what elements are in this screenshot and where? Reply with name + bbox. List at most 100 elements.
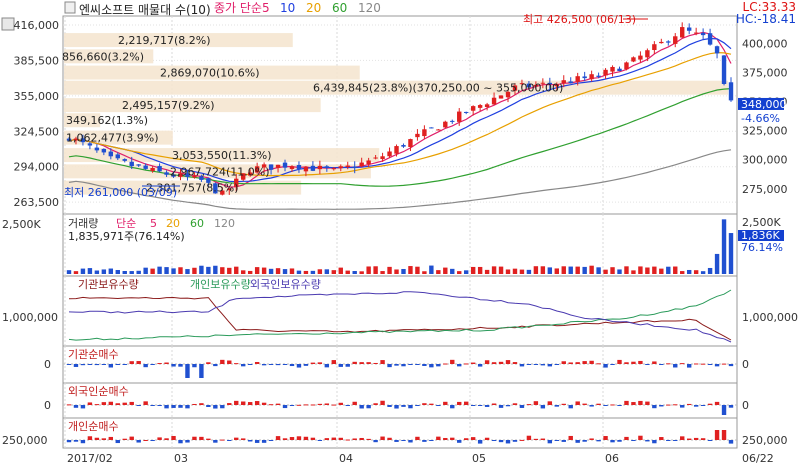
- volume-bar: [429, 265, 434, 274]
- candle-body: [617, 68, 622, 72]
- indiv-net-bar: [234, 437, 239, 440]
- volume-profile-bar: [64, 98, 321, 113]
- inst-net-bar: [73, 364, 79, 367]
- candle-body: [666, 41, 671, 43]
- candle-body: [296, 165, 302, 170]
- foreign-net-bar: [589, 405, 594, 407]
- inst-net-bar: [596, 363, 601, 365]
- volume-bar: [387, 266, 392, 274]
- indiv-net-bar: [310, 437, 316, 440]
- volume-bar: [484, 269, 490, 274]
- moving-average-70: [68, 149, 732, 210]
- indiv-net-bar: [673, 440, 678, 441]
- inst-net-bar: [345, 364, 350, 367]
- volume-current-label: 1,836K: [741, 229, 780, 242]
- holdings-tick-left: 1,000,000: [2, 311, 58, 324]
- candle-body: [700, 32, 706, 36]
- foreign-net-bar: [540, 405, 546, 409]
- volume-bar: [589, 265, 594, 274]
- indiv-net-bar: [338, 437, 343, 440]
- candle-body: [157, 166, 162, 172]
- volume-profile-label: 2,967,724(11.0%): [170, 165, 270, 178]
- volume-profile-label: 2,301,757(8.5%): [146, 182, 239, 195]
- candle-body: [143, 165, 148, 169]
- foreign-net-bar: [638, 400, 643, 405]
- foreign-net-bar: [373, 403, 378, 405]
- foreign-net-bar: [282, 405, 288, 409]
- price-tick-left: 416,000: [14, 19, 60, 32]
- foreign-net-bar: [408, 405, 413, 409]
- moving-average-20: [68, 51, 732, 177]
- volume-bar: [659, 268, 664, 274]
- volume-profile-bar: [64, 33, 293, 48]
- volume-profile-bar: [64, 49, 154, 64]
- volume-bar: [561, 266, 566, 274]
- indiv-net-bar: [568, 435, 573, 440]
- volume-tick-left: 2,500K: [2, 218, 41, 231]
- indiv-net-bar: [721, 430, 727, 440]
- indiv-net-bar: [324, 438, 330, 440]
- inst-net-bar: [519, 364, 525, 367]
- candle-body: [491, 97, 497, 105]
- inst-net-bar: [66, 364, 72, 365]
- settings-box-icon: [1, 17, 15, 31]
- inst-net-bar: [192, 364, 197, 368]
- foreign-net-bar: [206, 405, 211, 407]
- inst-net-bar: [540, 364, 546, 366]
- inst-net-tick-right: 0: [742, 358, 749, 371]
- inst-net-bar: [443, 363, 448, 365]
- candle-body: [582, 76, 587, 79]
- volume-bar: [234, 266, 239, 274]
- price-tick-left: 294,000: [14, 161, 60, 174]
- indiv-net-bar: [261, 440, 267, 443]
- candle-body: [94, 147, 100, 151]
- inst-net-bar: [185, 364, 190, 378]
- foreign-net-bar: [387, 405, 392, 407]
- chart-header: 엔씨소프트 매물대 수(10) LC:33.33 HC:-18.41: [0, 0, 800, 26]
- candle-body: [247, 172, 253, 176]
- candle-body: [108, 151, 114, 157]
- foreign-net-bar: [192, 403, 197, 405]
- indiv-net-bar: [470, 437, 476, 440]
- inst-net-bar: [554, 364, 559, 365]
- volume-bar: [394, 269, 399, 274]
- inst-net-bar: [213, 364, 218, 367]
- inst-net-bar: [714, 364, 720, 367]
- candle-body: [380, 156, 385, 160]
- volume-bar: [345, 270, 350, 274]
- foreign-net-bar: [317, 403, 323, 405]
- indiv-net-bar: [519, 439, 525, 441]
- inst-net-bar: [352, 361, 357, 364]
- volume-bar: [617, 269, 622, 274]
- volume-bar: [582, 266, 587, 274]
- volume-bar: [73, 271, 79, 274]
- indiv-net-bar: [254, 440, 260, 443]
- candle-body: [568, 81, 573, 84]
- volume-period-20: 20: [166, 217, 180, 230]
- volume-bar: [457, 271, 462, 274]
- indiv-net-bar: [526, 435, 532, 440]
- inst-net-bar: [87, 364, 93, 365]
- indiv-net-bar: [408, 440, 413, 443]
- volume-profile-label: 3,053,550(11.3%): [172, 149, 272, 162]
- volume-bar: [470, 266, 476, 274]
- candle-body: [624, 62, 629, 70]
- indiv-net-bar: [659, 437, 664, 440]
- indiv-net-bar: [192, 436, 197, 440]
- foreign-net-bar: [457, 401, 462, 405]
- volume-profile-label: 2,495,157(9.2%): [122, 99, 215, 112]
- volume-bar: [241, 270, 246, 274]
- candle-body: [728, 82, 734, 101]
- candle-body: [373, 157, 378, 159]
- volume-bar: [324, 269, 330, 274]
- volume-bar: [645, 267, 650, 274]
- foreign-net-bar: [568, 405, 573, 409]
- panel-frame-foreign: [62, 382, 738, 419]
- candle-body: [721, 55, 727, 85]
- price-tick-right: 300,000: [742, 154, 788, 167]
- indiv-net-bar: [66, 440, 72, 443]
- moving-average-5: [68, 31, 732, 188]
- volume-bar: [136, 270, 141, 274]
- indiv-net-bar: [498, 440, 504, 443]
- inst-net-tick-left: 0: [44, 358, 51, 371]
